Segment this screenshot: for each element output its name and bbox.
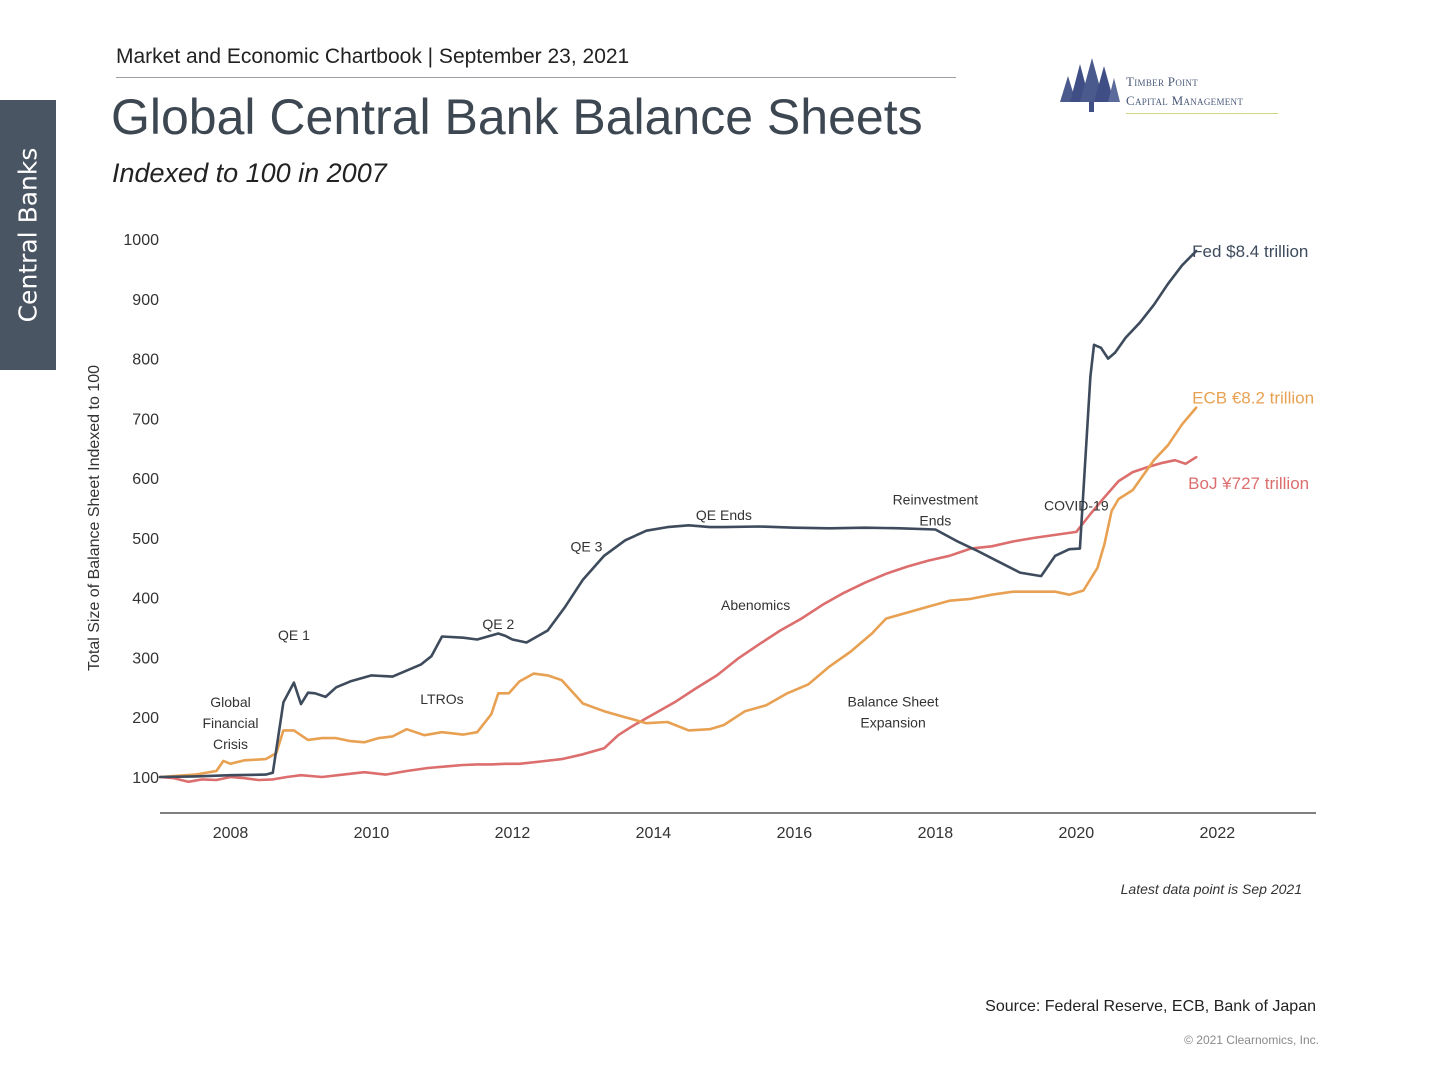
annotation-line: Global	[210, 694, 250, 710]
annotation-line: QE Ends	[696, 507, 752, 523]
series-line-0	[158, 249, 1198, 779]
x-tick-label: 2010	[354, 825, 390, 842]
y-tick-label: 400	[132, 591, 159, 608]
y-axis-label: Total Size of Balance Sheet Indexed to 1…	[86, 365, 103, 671]
section-tab[interactable]: Central Banks	[0, 100, 56, 370]
header-line: Market and Economic Chartbook | Septembe…	[116, 45, 956, 78]
logo-line-2: Capital Management	[1126, 93, 1244, 108]
copyright-text: © 2021 Clearnomics, Inc.	[1184, 1033, 1319, 1047]
annotation-label: Global Financial Crisis	[202, 694, 258, 752]
pine-trees-icon	[1060, 58, 1120, 112]
source-text: Source: Federal Reserve, ECB, Bank of Ja…	[985, 998, 1316, 1015]
x-tick-label: 2018	[918, 825, 954, 842]
company-logo: Timber Point Capital Management	[1058, 56, 1288, 120]
series-label-2: BoJ ¥727 trillion	[1188, 474, 1309, 493]
y-tick-label: 100	[132, 770, 159, 787]
x-tick-label: 2014	[636, 825, 672, 842]
annotation-line: QE 1	[278, 627, 310, 643]
annotation-line: QE 3	[570, 539, 602, 555]
y-tick-label: 700	[132, 411, 159, 428]
logo-text: Timber Point Capital Management	[1126, 72, 1243, 110]
annotation-label: QE 3	[570, 539, 602, 555]
series-line-1	[158, 406, 1198, 779]
annotation-line: Balance Sheet	[848, 693, 939, 709]
annotation-label: QE Ends	[696, 507, 752, 523]
y-tick-label: 300	[132, 650, 159, 667]
annotation-label: QE 2	[482, 616, 514, 632]
annotation-label: COVID-19	[1044, 497, 1109, 513]
series-label-0: Fed $8.4 trillion	[1192, 242, 1308, 261]
y-tick-label: 1000	[123, 232, 159, 249]
annotations: Global Financial Crisis QE 1 LTROs QE 2 QE 3 QE…	[202, 491, 1108, 752]
y-tick-label: 900	[132, 292, 159, 309]
logo-line-1: Timber Point	[1126, 74, 1199, 89]
series-labels: Fed $8.4 trillion ECB €8.2 trillion BoJ ¥7…	[1188, 242, 1314, 493]
x-tick-label: 2016	[777, 825, 813, 842]
y-tick-labels: 100 200 300 400 500 600 700 800 900 1000	[123, 232, 159, 787]
annotation-line: LTROs	[420, 691, 463, 707]
logo-underline	[1126, 113, 1278, 114]
y-tick-label: 600	[132, 471, 159, 488]
annotation-line: Crisis	[213, 736, 248, 752]
annotation-label: Abenomics	[721, 597, 790, 613]
annotation-line: Ends	[919, 512, 951, 528]
annotation-label: Reinvestment Ends	[893, 491, 979, 528]
x-tick-label: 2022	[1200, 825, 1236, 842]
annotation-line: COVID-19	[1044, 497, 1109, 513]
annotation-label: QE 1	[278, 627, 310, 643]
series-lines	[158, 249, 1198, 784]
x-tick-label: 2008	[213, 825, 249, 842]
annotation-line: QE 2	[482, 616, 514, 632]
annotation-label: LTROs	[420, 691, 463, 707]
x-tick-labels: 2008 2010 2012 2014 2016 2018 2020 2022	[213, 825, 1236, 842]
series-label-1: ECB €8.2 trillion	[1192, 388, 1314, 407]
data-note: Latest data point is Sep 2021	[1120, 881, 1302, 897]
y-tick-label: 500	[132, 531, 159, 548]
y-tick-label: 200	[132, 710, 159, 727]
series-line-2	[158, 455, 1198, 784]
annotation-line: Reinvestment	[893, 491, 979, 507]
chart-title: Global Central Bank Balance Sheets	[111, 89, 923, 145]
annotation-line: Financial	[202, 715, 258, 731]
y-tick-label: 800	[132, 352, 159, 369]
x-tick-label: 2012	[495, 825, 531, 842]
x-tick-label: 2020	[1059, 825, 1095, 842]
annotation-line: Expansion	[860, 714, 925, 730]
annotation-label: Balance Sheet Expansion	[848, 693, 939, 730]
annotation-line: Abenomics	[721, 597, 790, 613]
chart-subtitle: Indexed to 100 in 2007	[112, 158, 387, 188]
